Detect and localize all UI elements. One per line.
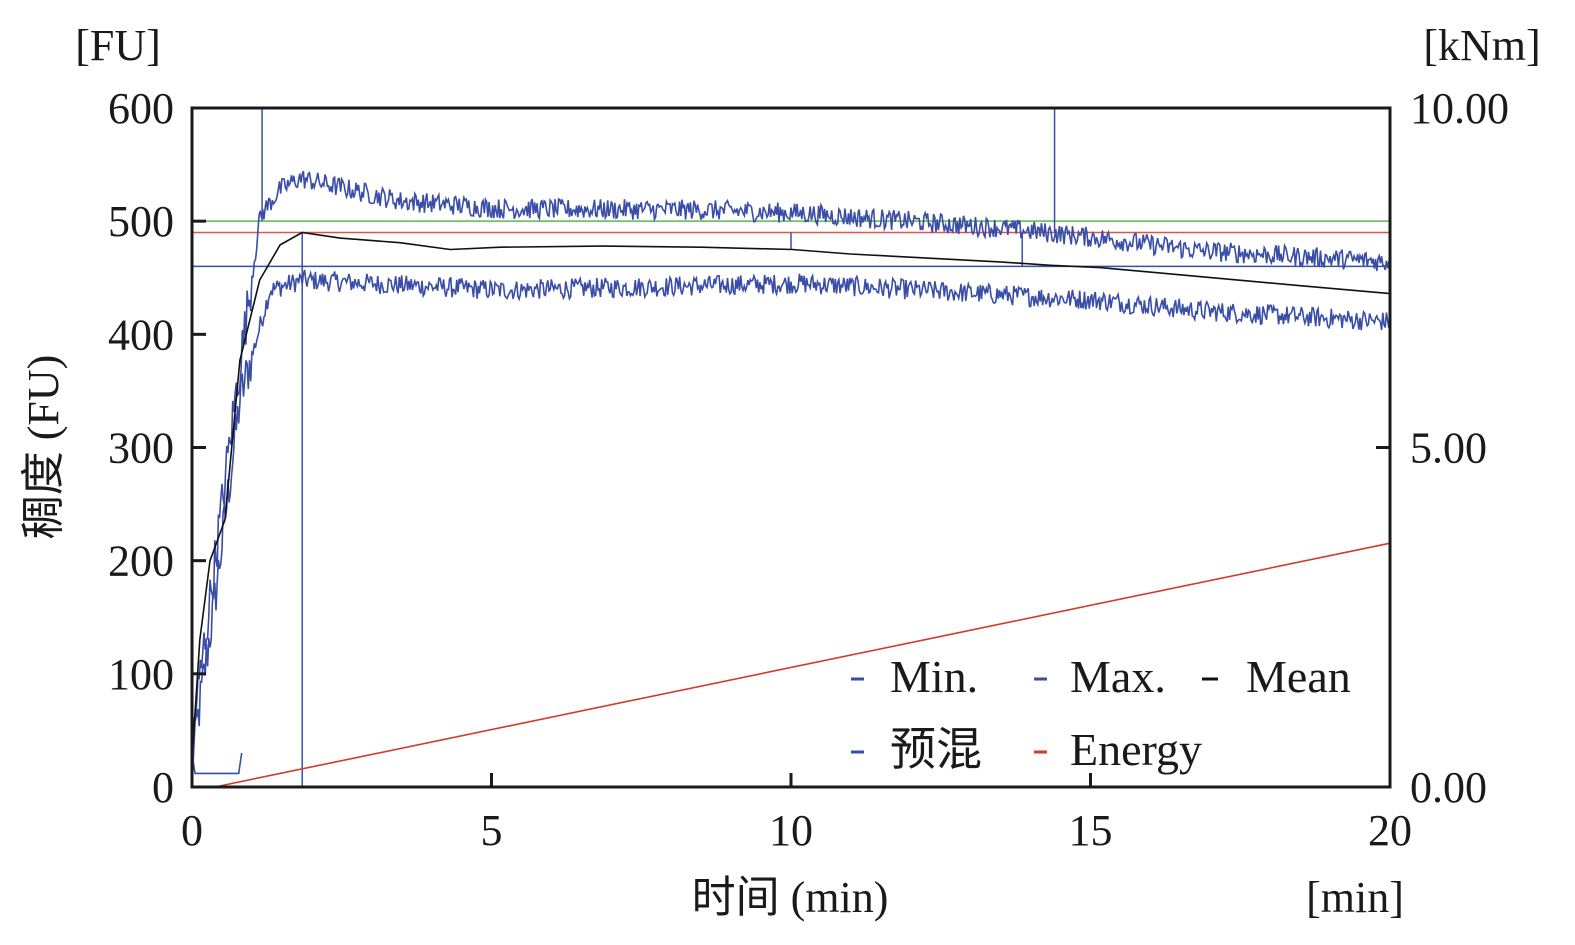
x-axis-label: 时间 (min) bbox=[692, 873, 889, 922]
legend-label-max: Max. bbox=[1070, 651, 1166, 702]
series-line-Max. bbox=[191, 170, 1391, 731]
x-unit-label: [min] bbox=[1306, 873, 1404, 922]
series-line-Energy bbox=[214, 542, 1391, 788]
y2-tick-label: 5.00 bbox=[1410, 424, 1487, 473]
left-unit-label: [FU] bbox=[75, 21, 161, 70]
legend: Min. Max. Mean 预混 Energy bbox=[851, 651, 1351, 775]
series-group bbox=[191, 170, 1391, 788]
y-tick-label: 400 bbox=[108, 310, 174, 359]
y-tick-label: 200 bbox=[108, 537, 174, 586]
series-line-Min. bbox=[191, 269, 1391, 762]
y2-tick-label: 0.00 bbox=[1410, 763, 1487, 812]
series-line-预混 bbox=[191, 752, 243, 775]
y2-tick-label: 10.00 bbox=[1410, 84, 1509, 133]
y-tick-label: 100 bbox=[108, 650, 174, 699]
y-axis-label: 稠度 (FU) bbox=[19, 355, 68, 540]
right-unit-label: [kNm] bbox=[1423, 21, 1540, 70]
y-tick-label: 600 bbox=[108, 84, 174, 133]
x-tick-label: 15 bbox=[1069, 806, 1113, 855]
series-line-Mean bbox=[191, 231, 1391, 760]
x-tick-label: 20 bbox=[1368, 806, 1412, 855]
legend-label-premix: 预混 bbox=[890, 724, 982, 775]
x-tick-label: 10 bbox=[769, 806, 813, 855]
x-tick-label: 0 bbox=[181, 806, 203, 855]
y-tick-label: 0 bbox=[152, 763, 174, 812]
legend-label-energy: Energy bbox=[1070, 724, 1202, 775]
x-tick-label: 5 bbox=[481, 806, 503, 855]
legend-label-mean: Mean bbox=[1246, 651, 1351, 702]
legend-label-min: Min. bbox=[890, 651, 978, 702]
reference-lines bbox=[192, 108, 1390, 787]
y-tick-label: 300 bbox=[108, 424, 174, 473]
y-tick-label: 500 bbox=[108, 197, 174, 246]
